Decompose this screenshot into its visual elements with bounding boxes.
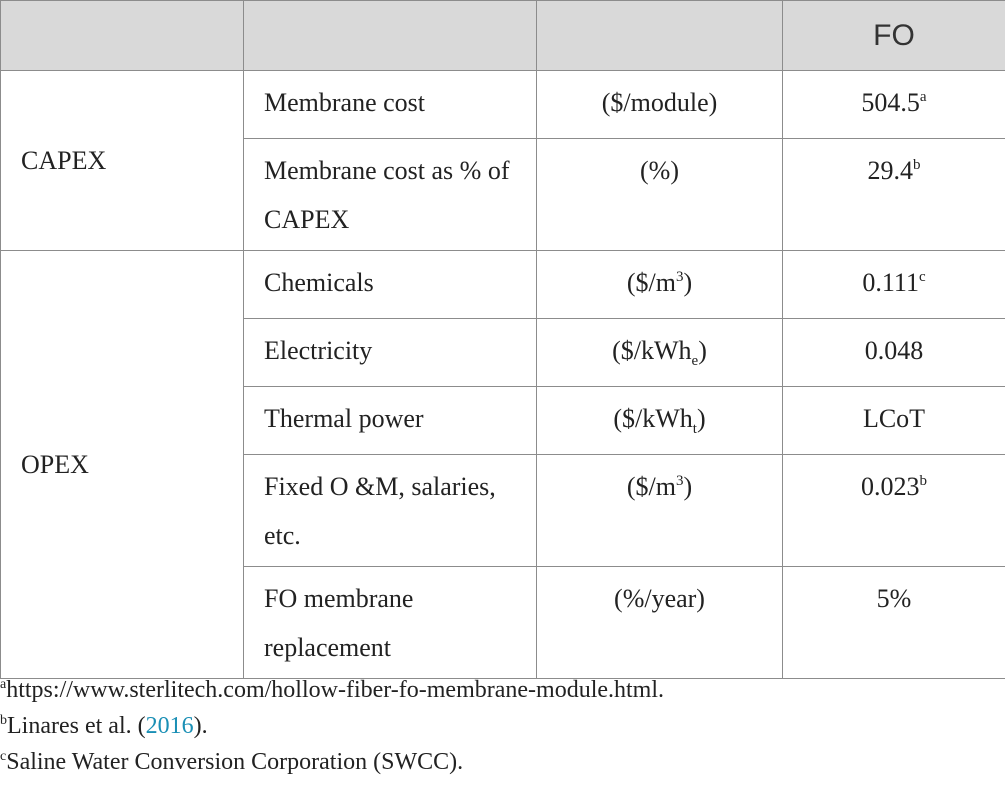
table-row: FO membrane replacement (%/year) 5% [1, 566, 1005, 679]
value-cell: 0.111c [782, 250, 1005, 319]
table-row: Electricity ($/kWhe) 0.048 [1, 318, 1005, 387]
group-label-capex: CAPEX [0, 70, 244, 251]
footnote-mark: b [913, 157, 921, 173]
table-row: OPEX Chemicals ($/m3) 0.111c [0, 250, 1005, 679]
footnote-mark: a [919, 89, 927, 105]
item-cell: Membrane cost [243, 70, 537, 139]
header-cell-fo: FO [782, 0, 1005, 71]
citation-link[interactable]: 2016 [145, 713, 194, 739]
table-row: Fixed O &M, salaries, etc. ($/m3) 0.023b [1, 454, 1005, 567]
item-cell: Fixed O &M, salaries, etc. [243, 454, 537, 567]
group-label-opex: OPEX [0, 250, 244, 679]
footnote-text-end: ). [193, 713, 208, 739]
unit-text: ($/m [626, 268, 676, 297]
footnote-text: https://www.sterlitech.com/hollow-fiber-… [6, 677, 665, 703]
value-text: 0.111 [862, 268, 919, 297]
value-cell: LCoT [782, 386, 1005, 455]
footnote-text: Saline Water Conversion Corporation (SWC… [6, 749, 464, 775]
footnote-mark: b [919, 473, 928, 489]
unit-cell: (%) [536, 138, 783, 251]
item-cell: Thermal power [243, 386, 537, 455]
footnote-mark: c [918, 269, 926, 285]
unit-cell: (%/year) [536, 566, 783, 679]
unit-cell: ($/module) [536, 70, 783, 139]
unit-text-end: ) [698, 336, 707, 365]
unit-text-end: ) [683, 268, 693, 297]
unit-cell: ($/kWhe) [536, 318, 783, 387]
value-cell: 5% [782, 566, 1005, 679]
footnote-mark: a [0, 677, 7, 692]
unit-text: ($/m [626, 472, 676, 501]
unit-subscript: t [692, 421, 697, 437]
value-cell: 504.5a [782, 70, 1005, 139]
footnote-b: bLinares et al. (2016). [0, 710, 1005, 746]
table-row: CAPEX Membrane cost ($/module) 504.5a [0, 70, 1005, 251]
footnote-mark: c [0, 749, 7, 764]
unit-cell: ($/m3) [536, 250, 783, 319]
header-cell-2 [243, 0, 537, 71]
unit-cell: ($/kWht) [536, 386, 783, 455]
footnote-a: ahttps://www.sterlitech.com/hollow-fiber… [0, 674, 1005, 710]
footnotes: ahttps://www.sterlitech.com/hollow-fiber… [0, 674, 1005, 782]
unit-superscript: 3 [675, 269, 684, 285]
table-row: Thermal power ($/kWht) LCoT [1, 386, 1005, 455]
unit-text: ($/kWh [612, 336, 692, 365]
item-cell: Chemicals [243, 250, 537, 319]
unit-subscript: e [691, 353, 699, 369]
unit-superscript: 3 [675, 473, 684, 489]
footnote-mark: b [0, 713, 7, 728]
unit-text-end: ) [683, 472, 693, 501]
footnote-c: cSaline Water Conversion Corporation (SW… [0, 746, 1005, 782]
header-cell-3 [536, 0, 783, 71]
value-cell: 0.048 [782, 318, 1005, 387]
header-row: FO [0, 0, 1005, 71]
value-text: 29.4 [867, 156, 914, 185]
unit-text-end: ) [696, 404, 706, 433]
value-cell: 29.4b [782, 138, 1005, 251]
cost-table: FO CAPEX Membrane cost ($/module) 504.5a… [0, 0, 1005, 679]
item-cell: FO membrane replacement [243, 566, 537, 679]
value-text: 0.023 [861, 472, 920, 501]
value-cell: 0.023b [782, 454, 1005, 567]
header-cell-1 [0, 0, 244, 71]
item-cell: Membrane cost as % of CAPEX [243, 138, 537, 251]
item-cell: Electricity [243, 318, 537, 387]
value-text: 504.5 [861, 88, 920, 117]
footnote-text: Linares et al. ( [7, 713, 146, 739]
unit-cell: ($/m3) [536, 454, 783, 567]
unit-text: ($/kWh [613, 404, 693, 433]
